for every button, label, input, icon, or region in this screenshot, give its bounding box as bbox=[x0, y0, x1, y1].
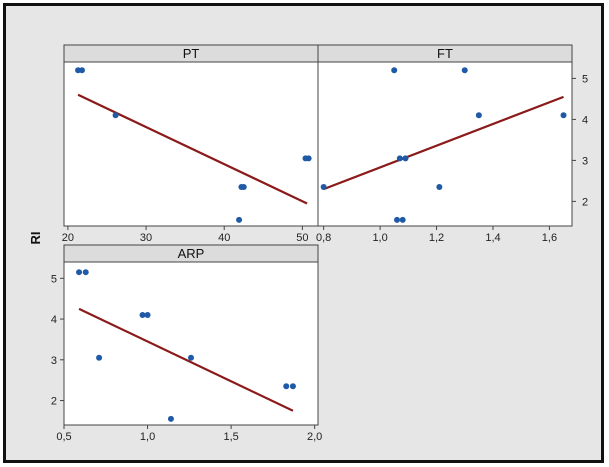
ft-data-point bbox=[560, 112, 567, 119]
pt-data-point bbox=[78, 67, 85, 74]
arp-x-tick-label: 2,0 bbox=[307, 431, 322, 443]
arp-data-point bbox=[283, 383, 290, 390]
ft-y-tick-label: 5 bbox=[582, 73, 588, 85]
pt-x-tick-label: 20 bbox=[62, 232, 74, 244]
ft-data-point bbox=[402, 155, 409, 162]
arp-strip-label: ARP bbox=[178, 246, 205, 261]
pt-x-tick-label: 30 bbox=[140, 232, 152, 244]
pt-data-point bbox=[305, 155, 312, 162]
ft-data-point bbox=[461, 67, 468, 74]
arp-panel bbox=[63, 261, 319, 426]
pt-strip-label: PT bbox=[183, 46, 200, 61]
arp-data-point bbox=[82, 269, 89, 276]
ft-x-tick-label: 1,4 bbox=[485, 232, 500, 244]
arp-data-point bbox=[76, 269, 83, 276]
arp-y-tick-label: 2 bbox=[51, 396, 57, 408]
pt-data-point bbox=[236, 216, 243, 223]
arp-y-tick-label: 5 bbox=[51, 273, 57, 285]
ft-y-tick-label: 4 bbox=[582, 114, 588, 126]
ft-y-tick-label: 2 bbox=[582, 196, 588, 208]
ft-x-tick-label: 0,8 bbox=[316, 232, 331, 244]
ft-x-tick-label: 1,0 bbox=[372, 232, 387, 244]
ft-data-point bbox=[394, 216, 401, 223]
arp-data-point bbox=[167, 415, 174, 422]
ft-data-point bbox=[436, 184, 443, 191]
pt-x-tick-label: 40 bbox=[218, 232, 230, 244]
arp-x-tick-label: 1,5 bbox=[223, 431, 238, 443]
arp-data-point bbox=[139, 311, 146, 318]
arp-data-point bbox=[144, 311, 151, 318]
arp-data-point bbox=[289, 383, 296, 390]
pt-data-point bbox=[112, 112, 119, 119]
ft-fit-line bbox=[323, 95, 564, 191]
ft-strip-label: FT bbox=[437, 46, 453, 61]
ft-x-tick-label: 1,2 bbox=[429, 232, 444, 244]
ft-data-point bbox=[399, 216, 406, 223]
y-axis-label: RI bbox=[28, 232, 43, 245]
arp-fit-line bbox=[78, 307, 294, 412]
arp-y-tick-label: 3 bbox=[51, 355, 57, 367]
ft-x-tick-label: 1,6 bbox=[542, 232, 557, 244]
ft-panel bbox=[317, 61, 573, 227]
ft-data-point bbox=[391, 67, 398, 74]
arp-data-point bbox=[96, 354, 103, 361]
ft-data-point bbox=[396, 155, 403, 162]
pt-data-point bbox=[240, 184, 247, 191]
arp-x-tick-label: 1,0 bbox=[140, 431, 155, 443]
arp-x-tick-label: 0,5 bbox=[56, 431, 71, 443]
pt-panel bbox=[63, 61, 319, 227]
ft-y-tick-label: 3 bbox=[582, 155, 588, 167]
arp-data-point bbox=[188, 354, 194, 361]
ft-data-point bbox=[475, 112, 482, 119]
arp-y-tick-label: 4 bbox=[51, 314, 57, 326]
pt-x-tick-label: 50 bbox=[296, 232, 308, 244]
ft-data-point bbox=[320, 184, 327, 191]
